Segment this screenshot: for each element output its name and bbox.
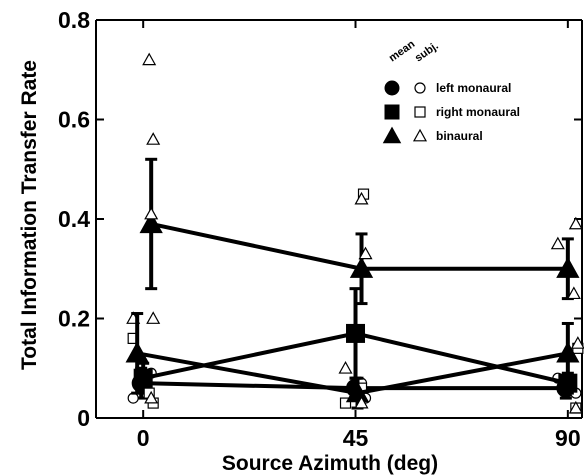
legend-marker-mean [384,80,400,96]
x-tick-label: 45 [343,425,369,451]
mean-point [345,381,370,403]
subject-point [566,286,581,300]
series-layer [125,52,584,414]
legend-marker-subj [414,106,426,118]
legend-label: binaural [436,129,483,143]
axis-ticks [96,19,582,419]
subject-point [354,395,369,409]
y-tick-label: 0.2 [58,306,90,332]
subject-point [338,361,353,374]
tick-labels: 0 0.2 0.4 0.6 0.8 0 45 90 [58,7,581,451]
subject-point [354,191,369,205]
subject-point [550,236,565,250]
mean-point [556,341,580,363]
y-tick-label: 0 [77,405,90,431]
legend-marker-mean [382,126,402,144]
series-triangle [126,52,583,324]
subject-point [570,336,584,349]
legend-label: left monaural [436,81,511,95]
legend-label: right monaural [436,105,520,119]
legend-header-subj: subj. [413,40,441,65]
series-triangle [125,311,584,414]
legend-header-mean: mean [387,38,418,64]
subject-point [339,397,352,409]
mean-point [139,212,163,234]
subject-point [358,246,373,260]
mean-point [125,341,149,363]
x-tick-label: 0 [137,425,150,451]
y-axis-label: Total Information Transfer Rate [18,60,41,370]
mean-point [349,256,374,278]
x-tick-label: 90 [555,425,581,451]
y-tick-label: 0.6 [58,107,90,133]
subject-point [568,400,583,414]
legend-marker-subj [414,82,426,94]
y-tick-label: 0.8 [58,7,90,33]
mean-point [346,323,366,343]
subject-point [146,132,161,145]
y-tick-label: 0.4 [58,206,90,232]
legend-marker-subj [412,128,428,142]
subject-point [142,52,157,66]
subject-point [568,216,583,230]
x-axis-label: Source Azimuth (deg) [222,452,438,475]
subject-point [144,390,159,404]
mean-point [556,256,580,278]
legend-marker-mean [384,104,400,120]
subject-point [144,206,159,220]
subject-point [146,311,161,324]
